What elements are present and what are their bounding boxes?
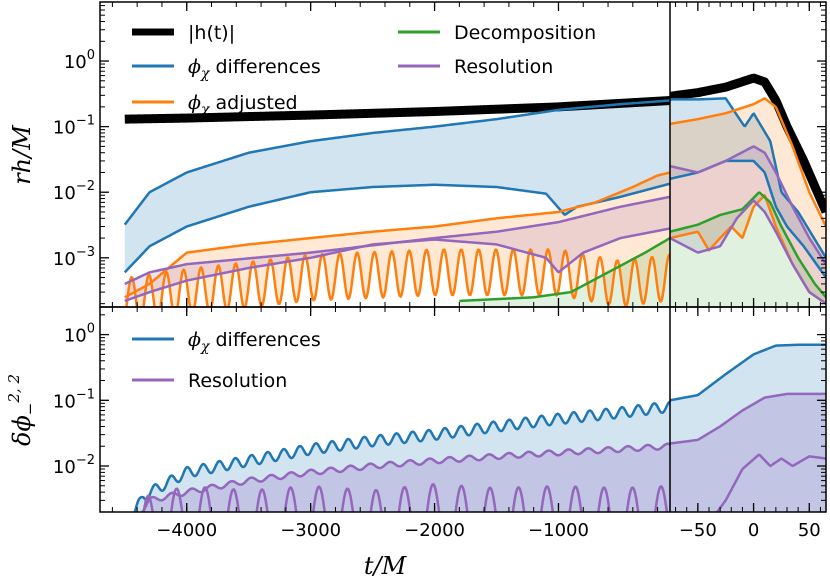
bottom-panel-frame — [99, 306, 827, 513]
top-legend-label: ϕχ differences — [188, 56, 321, 82]
bottom-band-0-R — [670, 344, 826, 512]
bottom-inspiral-group — [124, 400, 670, 512]
bottom-y-tick-label: 10−1 — [53, 387, 95, 412]
top-band-1-L — [124, 172, 670, 307]
bottom-series-2-L — [142, 482, 669, 512]
top-series-4-L — [125, 248, 670, 307]
bottom-y-label-sup: 2, 2 — [5, 374, 23, 404]
x-axis-label: t/M — [364, 552, 408, 580]
top-band-0-R — [670, 98, 826, 278]
top-legend-entry: |h(t)| — [132, 22, 235, 44]
top-y-axis-label: rh/M — [8, 124, 36, 185]
top-series-5-R — [670, 191, 826, 299]
bottom-series-1-R — [670, 392, 826, 445]
bottom-series-2-R — [715, 453, 826, 512]
top-legend-entry: ϕχ differences — [132, 56, 321, 82]
x-tick-label: −2000 — [404, 520, 465, 541]
top-series-3-R — [670, 97, 826, 228]
top-series-7-R — [670, 199, 826, 305]
bottom-band-0-L — [124, 401, 670, 512]
top-series-3-L — [124, 171, 670, 299]
top-y-tick-label: 100 — [64, 48, 95, 73]
bottom-series-0-L — [133, 400, 670, 512]
top-series-0-L — [121, 96, 670, 124]
x-tick-label: −1000 — [528, 520, 589, 541]
bottom-y-label-main: δϕ — [8, 415, 36, 446]
top-legend-label: Resolution — [454, 56, 553, 78]
top-band-2-L — [124, 196, 670, 301]
x-tick-label: −50 — [679, 520, 717, 541]
bottom-y-tick-label: 100 — [64, 322, 95, 347]
top-series-5-L — [458, 236, 670, 303]
bottom-legend-label: Resolution — [188, 370, 287, 392]
x-tick-label: 0 — [748, 520, 759, 541]
bottom-legend-label: ϕχ differences — [188, 329, 321, 355]
top-panel-data — [121, 73, 826, 307]
top-legend-label: Decomposition — [454, 22, 596, 44]
top-y-tick-label: 10−1 — [53, 114, 95, 139]
top-band-2-R — [670, 146, 826, 304]
top-band-1-R — [670, 98, 826, 304]
bottom-y-label-sub: − — [21, 403, 39, 416]
top-y-tick-label: 10−2 — [53, 179, 95, 204]
top-legend-entry: Resolution — [398, 56, 553, 78]
top-legend-label: ϕχ adjusted — [188, 92, 298, 118]
top-merger-group — [670, 73, 826, 307]
x-tick-label: 50 — [798, 520, 821, 541]
top-legend-entry: ϕχ adjusted — [132, 92, 298, 118]
bottom-panel-data — [124, 343, 826, 512]
legends: |h(t)| ϕχ differences ϕχ adjusted Decomposi… — [132, 22, 596, 392]
axes: 10−3 10−2 10−1 100 10−2 10−1 100 −4000 −3000 −200… — [53, 2, 826, 541]
bottom-legend-entry: Resolution — [132, 370, 287, 392]
top-series-7-L — [124, 227, 670, 303]
top-series-0-R — [670, 73, 826, 215]
top-legend-entry: Decomposition — [398, 22, 596, 44]
top-band-3-R — [670, 192, 826, 307]
bottom-y-axis-label: δϕ−2, 2 — [5, 374, 39, 446]
top-band-0-L — [124, 100, 670, 273]
bottom-band-1-L — [124, 443, 670, 512]
bottom-series-0-R — [670, 343, 826, 402]
top-y-tick-label: 10−3 — [53, 245, 95, 270]
top-series-1-L — [123, 99, 670, 226]
top-inspiral-group — [121, 96, 670, 307]
bottom-legend-entry: ϕχ differences — [132, 329, 321, 355]
top-legend-label: |h(t)| — [188, 22, 235, 44]
bottom-y-tick-label: 10−2 — [53, 453, 95, 478]
x-tick-label: −3000 — [280, 520, 341, 541]
x-tick-label: −4000 — [156, 520, 217, 541]
top-series-1-R — [670, 97, 826, 259]
bottom-band-1-R — [670, 393, 826, 512]
bottom-series-1-L — [140, 442, 670, 512]
bottom-merger-group — [670, 343, 826, 512]
top-series-6-R — [670, 145, 826, 265]
top-band-3-L — [459, 238, 670, 307]
